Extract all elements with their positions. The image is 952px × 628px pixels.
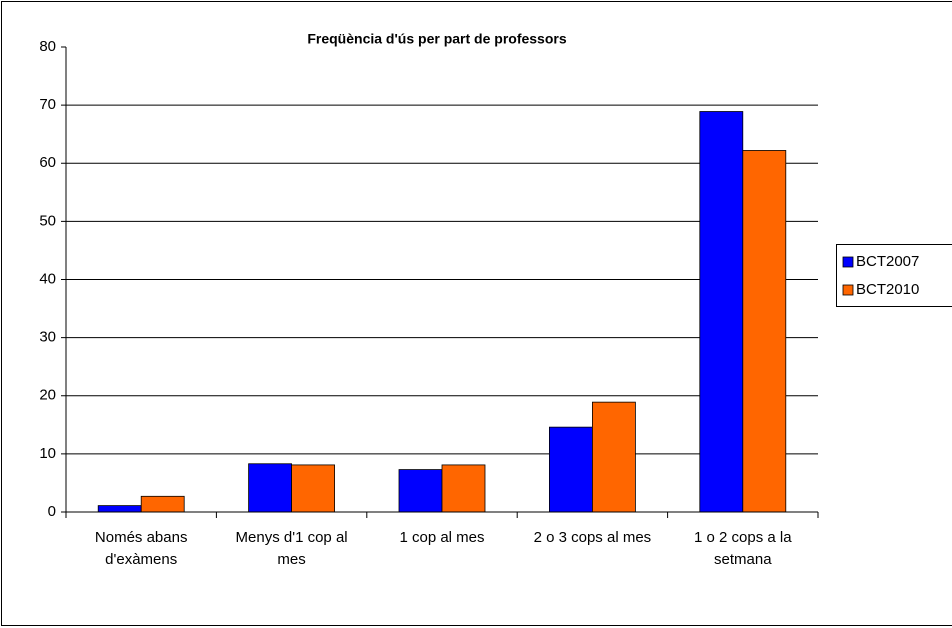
y-tick-label: 80	[39, 38, 56, 55]
legend-swatch	[842, 256, 854, 268]
y-tick-label: 10	[39, 445, 56, 462]
x-tick-label: 1 cop al mes	[399, 529, 485, 546]
bar	[742, 150, 787, 513]
x-tick-label: 2 o 3 cops al mes	[533, 529, 652, 546]
bar	[291, 464, 336, 513]
legend-label: BCT2010	[856, 281, 919, 298]
bar	[592, 401, 636, 513]
legend-box	[836, 244, 952, 307]
bar	[248, 463, 293, 513]
bar	[549, 426, 593, 513]
x-tick-label: 1 o 2 cops a la setmana	[694, 529, 792, 568]
y-tick-label: 20	[39, 387, 56, 404]
y-tick-label: 30	[39, 329, 56, 346]
bar	[699, 111, 744, 513]
legend-label: BCT2007	[856, 253, 919, 270]
y-tick-label: 70	[39, 96, 56, 113]
x-tick-label: Només abans d'exàmens	[94, 529, 188, 568]
bar	[398, 469, 443, 513]
bar	[140, 495, 185, 513]
y-tick-label: 60	[39, 154, 56, 171]
legend-swatch	[842, 284, 854, 296]
x-tick-label: Menys d'1 cop al mes	[235, 529, 348, 568]
y-tick-label: 50	[39, 212, 56, 229]
y-tick-label: 40	[39, 270, 56, 287]
bar	[441, 464, 486, 513]
chart-title: Freqüència d'ús per part de professors	[307, 31, 567, 47]
bar	[97, 505, 142, 513]
y-tick-label: 0	[48, 503, 56, 520]
